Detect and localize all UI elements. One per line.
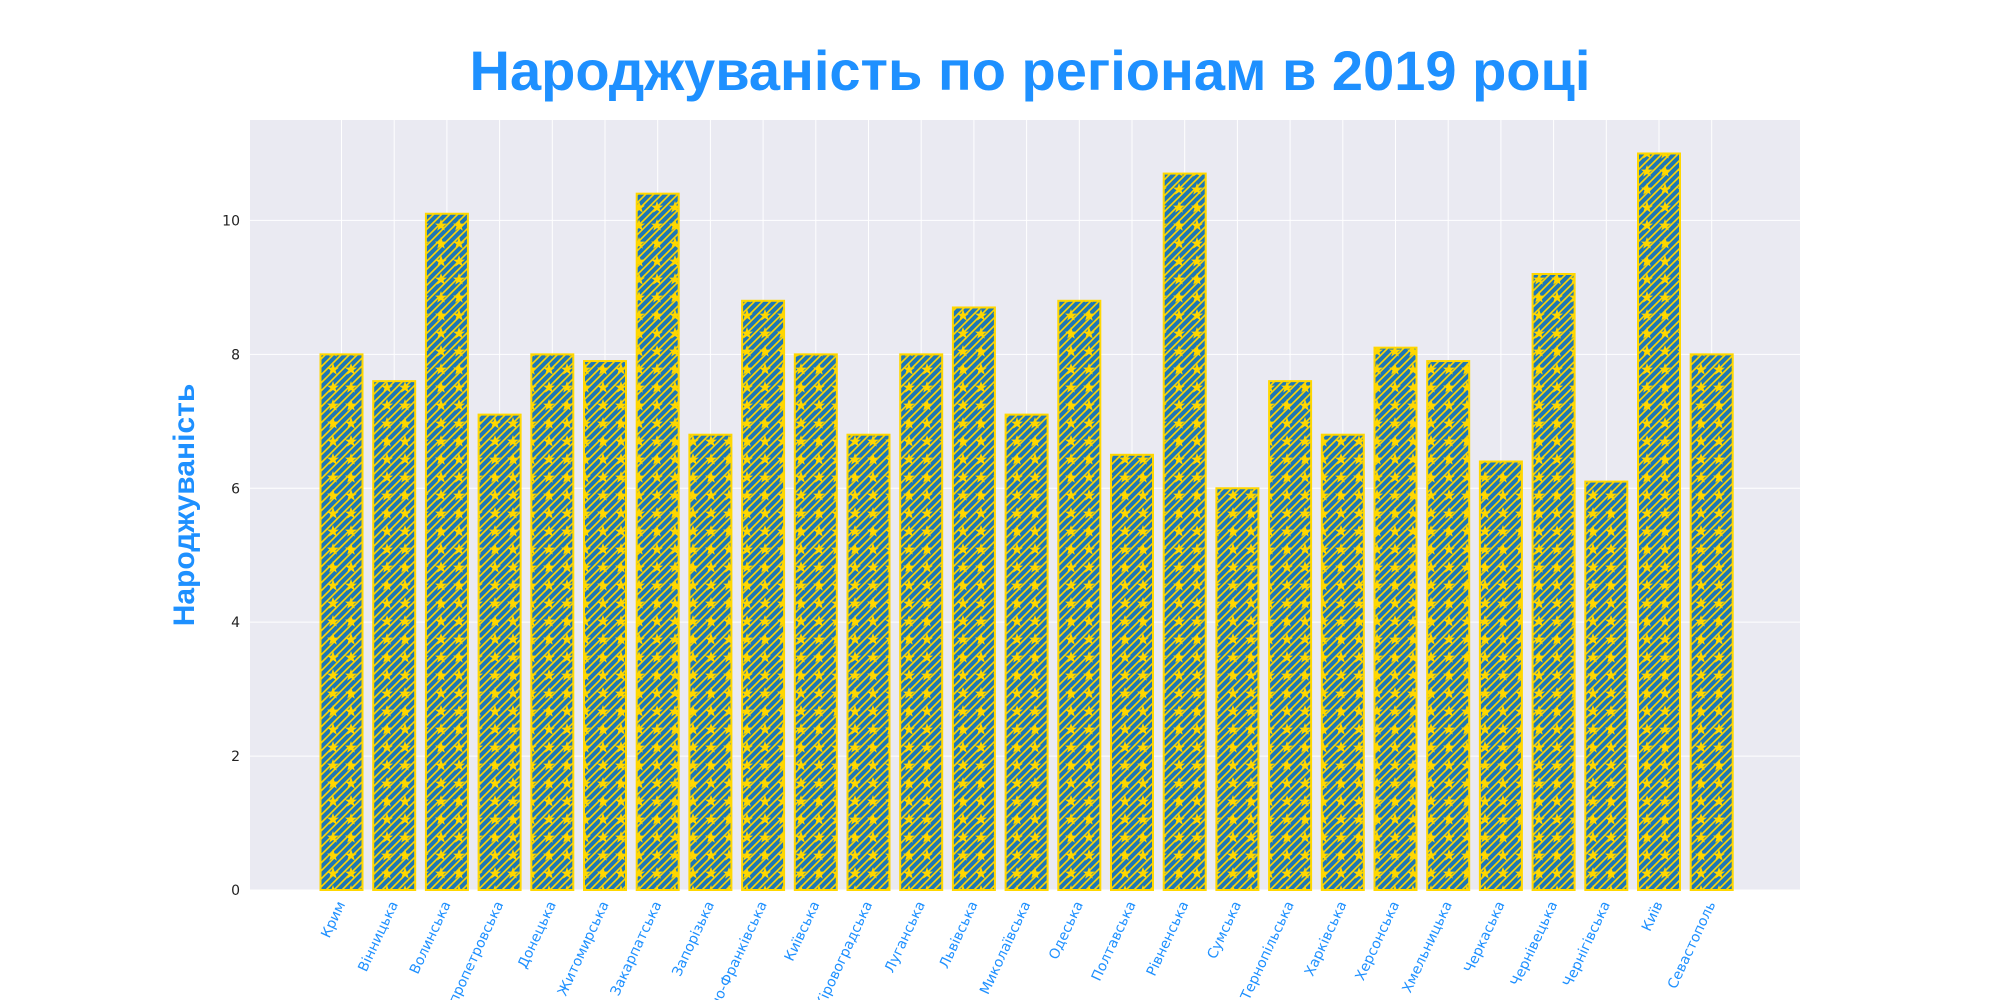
y-tick-label: 8 xyxy=(231,347,240,363)
x-tick-label: Закарпатська xyxy=(608,899,666,999)
x-tick-label: Миколаївська xyxy=(977,899,1034,997)
bar xyxy=(846,433,891,891)
bar xyxy=(1057,299,1102,892)
x-tick-label: Крим xyxy=(318,899,349,941)
y-tick-label: 2 xyxy=(231,749,240,765)
bar xyxy=(583,360,627,892)
chart-title: Народжуваність по регіонам в 2019 році xyxy=(469,39,1591,102)
bar xyxy=(1637,152,1681,891)
y-axis-label: Народжуваність xyxy=(168,384,201,627)
bar xyxy=(899,353,944,891)
bar xyxy=(424,212,469,891)
x-tick-label: Сумська xyxy=(1204,899,1245,962)
x-tick-label: Запорізька xyxy=(669,899,718,979)
y-tick-label: 4 xyxy=(231,615,240,631)
x-tick-label: Севастополь xyxy=(1665,899,1719,991)
x-tick-label: Харківська xyxy=(1302,899,1351,979)
bar xyxy=(1531,273,1576,891)
x-tick-label: Київська xyxy=(782,899,824,964)
bar xyxy=(1320,433,1365,891)
bar xyxy=(1268,380,1313,891)
x-tick-label: Одеська xyxy=(1046,899,1087,962)
bar xyxy=(1584,480,1629,891)
bar xyxy=(477,413,522,891)
x-tick-label: Черкаська xyxy=(1461,899,1508,976)
x-tick-label: Донецька xyxy=(515,899,560,971)
x-tick-label: Вінницька xyxy=(355,899,402,974)
bar xyxy=(1373,346,1418,891)
bar xyxy=(1426,360,1471,892)
x-tick-label: Кіровоградська xyxy=(813,899,876,1000)
y-tick-label: 10 xyxy=(222,213,240,229)
bar xyxy=(530,353,575,891)
bar xyxy=(1478,460,1523,891)
x-tick-label: Тернопільська xyxy=(1238,899,1298,1000)
bar xyxy=(1215,487,1260,891)
bar xyxy=(319,353,364,891)
bar xyxy=(372,380,417,891)
x-tick-label: Львівська xyxy=(937,899,982,971)
x-tick-label: Рівненська xyxy=(1144,899,1193,979)
x-tick-label: Житомирська xyxy=(555,899,613,999)
x-tick-label: Чернівецька xyxy=(1508,899,1561,989)
x-tick-label: Полтавська xyxy=(1089,899,1140,984)
bar xyxy=(1110,453,1154,891)
x-tick-label: Хмельницька xyxy=(1399,899,1455,996)
x-tick-label: Київ xyxy=(1639,899,1667,934)
y-tick-label: 0 xyxy=(231,883,240,899)
bar xyxy=(635,192,680,892)
x-tick-label: Чернігівська xyxy=(1560,899,1614,990)
y-tick-label: 6 xyxy=(231,481,240,497)
bar xyxy=(1689,353,1734,891)
bar xyxy=(688,433,733,891)
bar xyxy=(951,306,996,891)
bar xyxy=(741,299,786,892)
bar xyxy=(1004,413,1049,891)
bar xyxy=(793,353,838,891)
x-tick-label: Волинська xyxy=(407,899,455,977)
x-tick-label: Херсонська xyxy=(1352,899,1403,983)
bar xyxy=(1162,172,1207,891)
x-tick-label: Луганська xyxy=(882,899,929,975)
